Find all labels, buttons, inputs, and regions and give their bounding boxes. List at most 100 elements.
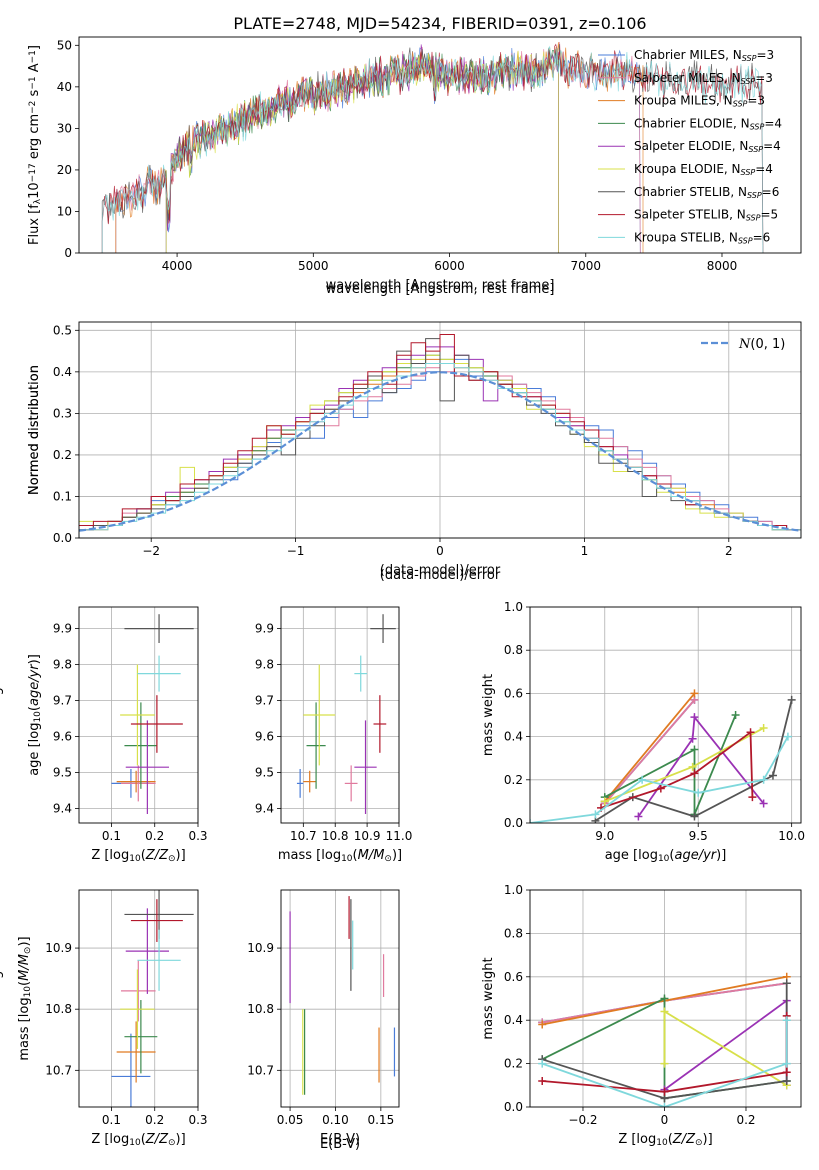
y-axis-label: Flux [fλ10−17 erg cm−2 s−1 A−1] xyxy=(27,45,43,245)
x-axis-label: E(B-V) xyxy=(320,1137,360,1152)
x-axis-label: age [log10(age/yr)] xyxy=(605,848,727,864)
legend-label: Salpeter MILES, NSSP=3 xyxy=(634,71,773,86)
legend-label: Kroupa STELIB, NSSP=6 xyxy=(634,230,770,245)
y-tick-label: 0.1 xyxy=(53,489,72,503)
x-tick-label: 0.1 xyxy=(102,1113,121,1127)
axes-frame xyxy=(280,889,400,1108)
x-tick-label: 0 xyxy=(436,544,444,558)
axes-frame xyxy=(78,606,199,824)
weight-marker xyxy=(694,788,703,797)
weight-marker xyxy=(690,812,699,821)
x-tick-label: −0.2 xyxy=(568,1113,597,1127)
legend-label: Salpeter ELODIE, NSSP=4 xyxy=(634,139,781,154)
y-axis-label: mass weight xyxy=(481,957,496,1039)
y-tick-label: 9.6 xyxy=(53,730,72,744)
weight-line xyxy=(541,1020,788,1107)
weight-marker xyxy=(748,793,757,802)
legend-label: Kroupa MILES, NSSP=3 xyxy=(634,94,765,109)
y-axis-label: mass [log10(M/M⊙)] xyxy=(17,936,33,1060)
y-tick-label: 9.8 xyxy=(53,658,72,672)
x-tick-label: 10.9 xyxy=(354,829,381,843)
y-tick-label: 40 xyxy=(57,80,72,94)
axes-frame xyxy=(280,606,400,824)
weight-marker xyxy=(538,1076,547,1085)
weight-marker xyxy=(759,723,768,732)
spectrum-line xyxy=(101,44,764,253)
x-tick-label: 2 xyxy=(725,544,733,558)
weight-marker xyxy=(782,1068,791,1077)
x-tick-label: 7000 xyxy=(570,259,601,273)
weight-vs-age-panel: 9.0 9.5 10.0 0.0 0.2 0.4 0.6 0.8 1.0 age [log10(a… xyxy=(0,600,805,864)
y-tick-label: 10 xyxy=(57,204,72,218)
weight-marker xyxy=(690,689,699,698)
y-tick-label: 9.6 xyxy=(255,730,274,744)
weight-marker xyxy=(538,1020,547,1029)
y-tick-label: 10.7 xyxy=(247,1063,274,1077)
y-tick-label: 1.0 xyxy=(504,600,523,614)
weight-marker xyxy=(638,775,647,784)
x-tick-label: 0.05 xyxy=(277,1113,304,1127)
x-axis-label: (data-model)/error xyxy=(380,563,501,578)
y-tick-label: 0.4 xyxy=(504,1013,523,1027)
plot-area xyxy=(538,972,791,1107)
y-tick-label: 0.4 xyxy=(53,365,72,379)
x-axis-label: (data-model)/error xyxy=(380,568,501,583)
x-axis-label: Z [log10(Z/Z⊙)] xyxy=(618,1132,712,1148)
x-tick-label: 0.3 xyxy=(188,1113,207,1127)
weight-marker xyxy=(787,695,796,704)
y-tick-label: 30 xyxy=(57,121,72,135)
x-tick-label: 11.0 xyxy=(386,829,413,843)
spectrum-line xyxy=(101,45,764,253)
axes-frame xyxy=(78,36,802,254)
x-tick-label: 0.15 xyxy=(367,1113,394,1127)
mass-vs-ebv-panel: 0.05 0.10 0.15 10.7 10.8 10.9 E(B-V)E(B-V) xyxy=(247,889,400,1152)
x-tick-label: 4000 xyxy=(162,259,193,273)
y-axis-label: age [log10(age/yr)] xyxy=(27,654,43,776)
x-tick-label: 0.2 xyxy=(145,1113,164,1127)
x-tick-label: −1 xyxy=(287,544,305,558)
legend-label: Chabrier STELIB, NSSP=6 xyxy=(634,185,779,200)
weight-marker xyxy=(759,799,768,808)
x-axis-label: E(B-V) xyxy=(320,1132,360,1147)
weight-marker xyxy=(660,1059,669,1068)
weight-marker xyxy=(746,728,755,737)
weight-marker xyxy=(688,762,697,771)
weight-marker xyxy=(600,797,609,806)
x-tick-label: 5000 xyxy=(298,259,329,273)
x-axis-label: Z [log10(Z/Z⊙)] xyxy=(91,848,185,864)
weight-marker xyxy=(634,812,643,821)
y-axis-label: mass weight xyxy=(481,674,496,756)
weight-marker xyxy=(759,775,768,784)
normal-reference-curve xyxy=(79,371,801,532)
weight-marker xyxy=(690,745,699,754)
x-tick-label: 6000 xyxy=(434,259,465,273)
y-tick-label: 10.8 xyxy=(247,1002,274,1016)
weight-marker xyxy=(591,810,600,819)
y-tick-label: 9.9 xyxy=(255,622,274,636)
y-tick-label: 10.9 xyxy=(247,941,274,955)
age-vs-metallicity-panel: 0.1 0.2 0.3 9.4 9.5 9.6 9.7 9.8 9.9 Z [log10(Z/Z⊙… xyxy=(27,606,208,864)
spectrum-panel: 4000 5000 6000 7000 8000 0 10 20 30 40 50 wavelengt… xyxy=(27,36,802,297)
y-tick-label: 9.5 xyxy=(255,766,274,780)
figure-title: PLATE=2748, MJD=54234, FIBERID=0391, z=0… xyxy=(233,14,646,33)
x-tick-label: 10.7 xyxy=(290,829,317,843)
y-tick-label: 50 xyxy=(57,38,72,52)
x-tick-label: 1 xyxy=(581,544,589,558)
plot-area xyxy=(289,896,396,1095)
y-tick-label: 9.8 xyxy=(255,658,274,672)
y-axis-label: Normed distribution xyxy=(27,365,42,495)
y-axis-label: mass weight xyxy=(0,674,4,756)
x-axis-label: mass [log10(M/M⊙)] xyxy=(278,848,402,864)
weight-marker xyxy=(688,734,697,743)
age-vs-mass-panel: 10.7 10.8 10.9 11.0 9.4 9.5 9.6 9.7 9.8 9.9 mass [… xyxy=(255,606,413,864)
x-tick-label: 10.0 xyxy=(778,829,805,843)
y-tick-label: 0.6 xyxy=(504,686,523,700)
weight-marker xyxy=(731,711,740,719)
x-tick-label: 0.2 xyxy=(145,829,164,843)
weight-line xyxy=(604,699,696,805)
y-tick-label: 0 xyxy=(64,246,72,260)
plot-area xyxy=(101,41,764,253)
legend-label: Kroupa ELODIE, NSSP=4 xyxy=(634,162,773,177)
weight-marker xyxy=(782,1076,791,1085)
weight-marker xyxy=(690,769,699,778)
